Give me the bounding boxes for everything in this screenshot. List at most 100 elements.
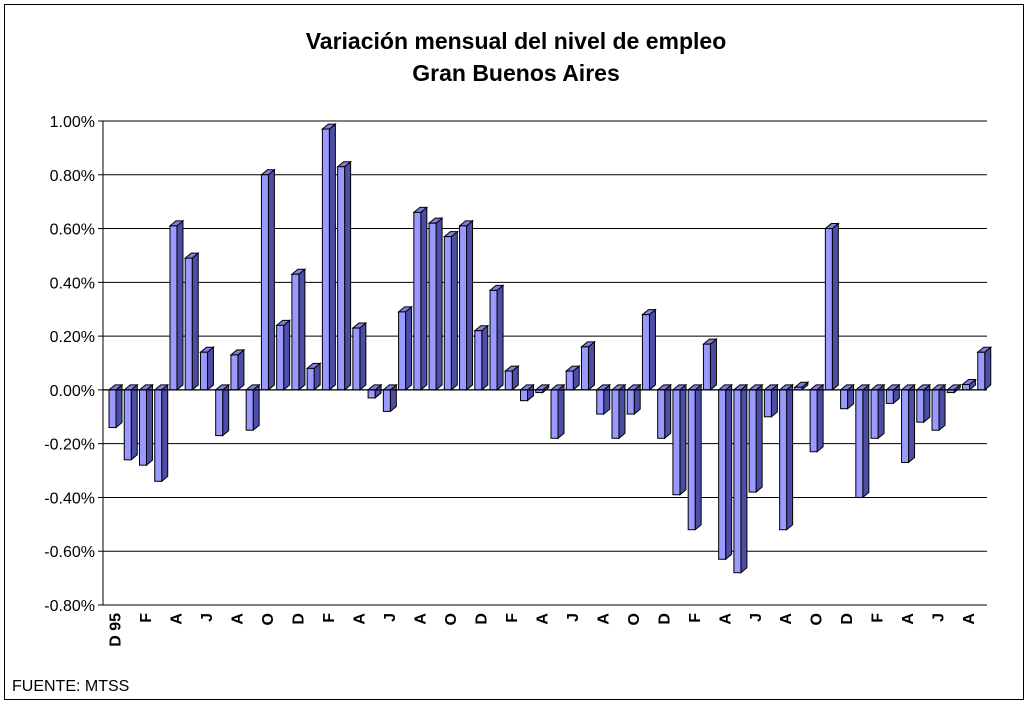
bar-side <box>984 346 992 391</box>
bar-side <box>450 230 458 391</box>
bar <box>671 383 688 496</box>
bar-side <box>435 217 443 391</box>
bar-front <box>855 389 864 498</box>
bar <box>717 383 734 561</box>
bar <box>168 219 185 391</box>
bar-front <box>276 324 285 391</box>
bar <box>366 383 383 400</box>
bar <box>702 338 718 391</box>
bar-front <box>931 389 940 431</box>
x-tick-label: O <box>260 613 277 625</box>
bar-side <box>725 383 733 561</box>
bar <box>199 346 215 391</box>
bar-side <box>344 160 352 391</box>
bar-front <box>489 289 498 391</box>
x-tick-label: A <box>412 613 429 625</box>
bar-side <box>222 383 230 437</box>
bar-front <box>291 273 300 391</box>
x-tick-label: O <box>443 613 460 625</box>
x-tick-label: F <box>687 613 704 623</box>
bar <box>488 284 505 391</box>
bar-side <box>618 383 626 440</box>
bar <box>534 383 551 394</box>
bar-side <box>191 252 199 391</box>
bar <box>336 160 353 391</box>
bar-front <box>413 211 422 391</box>
x-tick-label: A <box>230 613 247 625</box>
bar-side <box>587 340 595 391</box>
bar-front <box>809 389 818 453</box>
bar-side <box>267 168 275 391</box>
bar <box>945 383 962 394</box>
x-tick-label: J <box>382 613 399 622</box>
bar-side <box>237 348 245 391</box>
bar-front <box>779 389 788 531</box>
bar <box>778 383 795 531</box>
bar-front <box>459 225 468 391</box>
x-tick-label: D <box>839 613 856 625</box>
bar-side <box>115 383 123 429</box>
bar-front <box>977 351 986 391</box>
bar <box>625 383 642 416</box>
bar-side <box>740 383 748 574</box>
bar-side <box>786 383 794 531</box>
bar-side <box>252 383 260 432</box>
bar-series <box>107 122 993 574</box>
x-tick-label: A <box>900 613 917 625</box>
bar-side <box>557 383 565 440</box>
x-tick-label: A <box>169 613 186 625</box>
y-tick-label: 0.60% <box>50 222 95 239</box>
x-tick-label: D 95 <box>108 613 125 647</box>
bar <box>138 383 154 467</box>
bar <box>275 319 292 391</box>
bar-front <box>565 370 574 391</box>
x-tick-label: A <box>351 613 368 625</box>
bar-side <box>877 383 885 440</box>
bar-side <box>862 383 870 499</box>
bar-front <box>428 222 437 391</box>
x-tick-label: F <box>138 613 155 623</box>
bar-front <box>916 389 925 423</box>
bar <box>869 383 886 440</box>
bar-front <box>169 225 178 391</box>
bar <box>686 383 703 531</box>
bar <box>473 324 490 391</box>
bar <box>610 383 627 440</box>
y-tick-label: 1.00% <box>50 114 95 131</box>
x-tick-label: J <box>199 613 216 622</box>
bar <box>214 383 231 437</box>
bar-front <box>870 389 879 439</box>
bar <box>305 362 322 391</box>
bar <box>122 383 139 461</box>
bar-side <box>496 284 504 391</box>
chart-subtitle: Gran Buenos Aires <box>412 60 620 86</box>
source-note: FUENTE: MTSS <box>12 678 130 695</box>
bar-front <box>962 384 971 391</box>
bar-front <box>398 311 407 391</box>
bar-side <box>709 338 717 391</box>
bar <box>900 383 916 464</box>
y-tick-label: -0.80% <box>44 598 95 615</box>
bar-front <box>840 389 849 410</box>
bar-front <box>443 236 452 391</box>
bar-front <box>123 389 132 461</box>
bar-front <box>672 389 681 496</box>
x-tick-label: O <box>626 613 643 625</box>
bar <box>260 168 276 391</box>
bar-front <box>367 389 376 399</box>
bar-side <box>161 383 169 483</box>
x-tick-label: A <box>961 613 978 625</box>
bar-front <box>580 346 589 391</box>
bar-front <box>474 330 483 391</box>
bar-side <box>694 383 702 531</box>
y-tick-label: -0.20% <box>44 437 95 454</box>
bar-side <box>831 222 839 391</box>
bar <box>839 383 855 410</box>
bar-front <box>108 389 117 429</box>
bar <box>442 230 459 391</box>
x-tick-label: F <box>321 613 338 623</box>
bar-front <box>321 128 330 391</box>
bar <box>320 122 337 391</box>
y-axis-tick-labels: 1.00% 0.80% 0.60% 0.40% 0.20% 0.00% -0.20% -0.4… <box>44 114 95 615</box>
y-tick-label: 0.80% <box>50 168 95 185</box>
